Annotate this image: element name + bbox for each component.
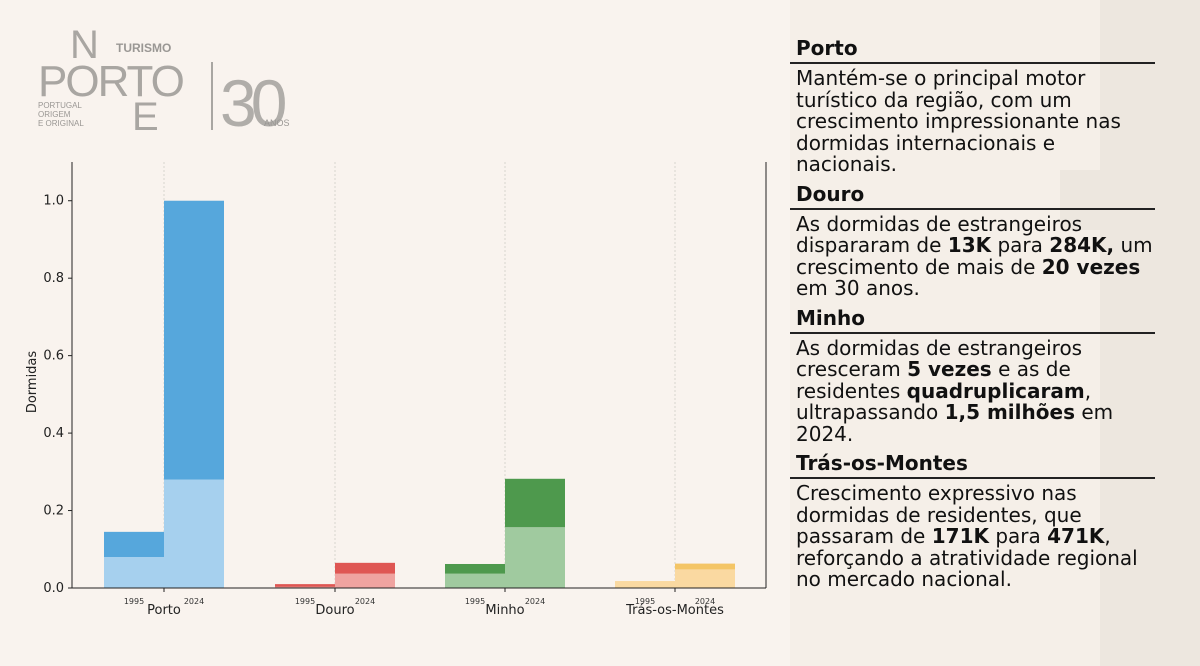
bar-minho-1995-estrangeiros xyxy=(445,563,505,574)
section-title: Porto xyxy=(790,36,1155,64)
bar-douro-2024-residentes xyxy=(335,573,395,588)
body-text: Mantém-se o principal motor turístico da… xyxy=(796,66,1121,176)
x-tick-label: Minho xyxy=(485,603,524,618)
highlight-text: 1,5 milhões xyxy=(944,400,1075,424)
chart-bars xyxy=(104,200,735,588)
highlight-text: 171K xyxy=(931,524,989,548)
year-label: 2024 xyxy=(184,597,204,606)
highlight-text: quadruplicaram xyxy=(906,378,1085,403)
bar-minho-1995-residentes xyxy=(445,573,505,588)
bar-porto-1995-residentes xyxy=(104,557,164,588)
year-label: 2024 xyxy=(695,597,715,606)
x-tick-label: Porto xyxy=(147,603,181,618)
body-text: , reforçando a atratividade regional no … xyxy=(796,524,1138,591)
year-label: 1995 xyxy=(635,597,655,606)
bar-tr-s-os-montes-2024-residentes xyxy=(675,569,735,588)
body-text: para xyxy=(991,233,1050,257)
logo-tagline-2: ORIGEM xyxy=(38,110,71,119)
section-title: Trás-os-Montes xyxy=(790,451,1155,479)
logo-n: N xyxy=(70,26,99,67)
year-label: 1995 xyxy=(465,597,485,606)
logo-turismo: TURISMO xyxy=(116,41,171,55)
background-decoration xyxy=(1060,170,1200,230)
logo-tagline-1: PORTUGAL xyxy=(38,101,82,110)
y-tick-label: 0.0 xyxy=(43,581,64,596)
bar-tr-s-os-montes-1995-residentes xyxy=(615,581,675,588)
highlight-text: 5 vezes xyxy=(907,357,992,381)
section-body: As dormidas de estrangeiros cresceram 5 … xyxy=(790,334,1155,450)
bar-tr-s-os-montes-2024-estrangeiros xyxy=(675,563,735,570)
body-text: um crescimento de mais de xyxy=(796,233,1153,279)
y-tick-label: 0.2 xyxy=(43,504,64,519)
section-title: Minho xyxy=(790,306,1155,334)
body-text: e as de residentes xyxy=(796,357,1071,403)
logo-porto: PORTO xyxy=(38,57,184,106)
insights-panel: Porto Mantém-se o principal motor turísti… xyxy=(790,36,1155,597)
section-body: As dormidas de estrangeiros dispararam d… xyxy=(790,210,1155,304)
bar-douro-1995-estrangeiros xyxy=(275,584,335,587)
section-title: Douro xyxy=(790,182,1155,210)
bar-minho-2024-estrangeiros xyxy=(505,478,565,528)
bar-douro-1995-residentes xyxy=(275,586,335,588)
y-tick-label: 0.4 xyxy=(43,426,64,441)
y-axis-label: Dormidas xyxy=(25,351,40,414)
chart-grid xyxy=(163,162,676,588)
section-body: Crescimento expressivo nas dormidas de r… xyxy=(790,479,1155,595)
body-text: , ultrapassando xyxy=(796,378,1092,424)
section-body: Mantém-se o principal motor turístico da… xyxy=(790,64,1155,180)
y-tick-label: 0.6 xyxy=(43,349,64,364)
turismo-porto-logo: N TURISMO PORTO E PORTUGAL ORIGEM E ORIG… xyxy=(38,23,318,140)
body-text: As dormidas de estrangeiros dispararam d… xyxy=(796,211,1083,257)
body-text: em 2024. xyxy=(796,400,1114,446)
year-label: 2024 xyxy=(355,597,375,606)
bar-minho-2024-residentes xyxy=(505,527,565,588)
logo-tagline-3: E ORIGINAL xyxy=(38,119,84,128)
logo-anos: ANOS xyxy=(264,118,290,128)
x-tick-label: Trás-os-Montes xyxy=(625,603,724,618)
bar-porto-2024-residentes xyxy=(164,479,224,588)
highlight-text: 471K xyxy=(1047,524,1105,548)
highlight-text: 284K, xyxy=(1049,233,1115,257)
bar-douro-2024-estrangeiros xyxy=(335,562,395,574)
body-text: As dormidas de estrangeiros cresceram xyxy=(796,335,1083,381)
year-label: 2024 xyxy=(525,597,545,606)
body-text: em 30 anos. xyxy=(796,276,920,300)
body-text: para xyxy=(988,524,1048,548)
year-label: 1995 xyxy=(295,597,315,606)
y-tick-label: 1.0 xyxy=(43,194,64,209)
body-text: Crescimento expressivo nas dormidas de r… xyxy=(796,481,1082,548)
year-label: 1995 xyxy=(124,597,144,606)
bar-porto-2024-estrangeiros xyxy=(164,200,224,480)
x-tick-label: Douro xyxy=(315,603,354,618)
bar-porto-1995-estrangeiros xyxy=(104,531,164,558)
y-tick-label: 0.8 xyxy=(43,271,64,286)
highlight-text: 20 vezes xyxy=(1041,254,1141,279)
highlight-text: 13K xyxy=(947,233,992,257)
logo-30: 30 xyxy=(220,66,286,136)
logo-e: E xyxy=(132,95,159,136)
